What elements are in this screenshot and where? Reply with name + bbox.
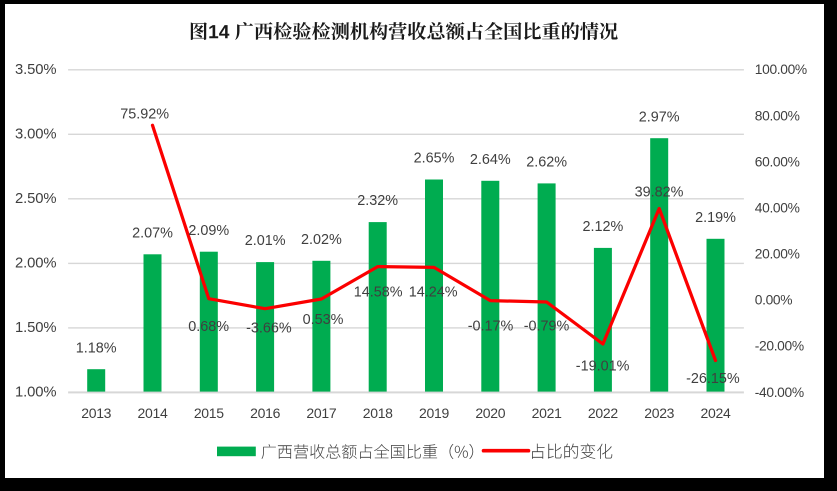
svg-text:1.00%: 1.00% [15, 385, 56, 401]
svg-text:75.92%: 75.92% [120, 106, 169, 122]
svg-text:2015: 2015 [194, 405, 224, 421]
svg-text:2.97%: 2.97% [639, 109, 680, 125]
svg-text:39.82%: 39.82% [635, 184, 684, 200]
svg-text:2019: 2019 [419, 405, 449, 421]
svg-text:-20.00%: -20.00% [755, 339, 804, 354]
svg-text:2014: 2014 [138, 405, 168, 421]
svg-text:14.24%: 14.24% [409, 284, 458, 300]
svg-text:3.00%: 3.00% [15, 127, 56, 143]
svg-text:1.50%: 1.50% [15, 320, 56, 336]
svg-text:2.65%: 2.65% [414, 151, 455, 167]
svg-text:20.00%: 20.00% [755, 247, 800, 262]
svg-text:1.18%: 1.18% [76, 340, 117, 356]
svg-text:2021: 2021 [532, 405, 562, 421]
svg-text:0.00%: 0.00% [755, 293, 792, 308]
svg-text:14.58%: 14.58% [354, 284, 403, 300]
svg-text:-3.66%: -3.66% [246, 321, 292, 337]
svg-text:2023: 2023 [644, 405, 674, 421]
svg-text:2.19%: 2.19% [695, 210, 736, 226]
svg-text:0.68%: 0.68% [188, 319, 229, 335]
svg-text:2018: 2018 [363, 405, 393, 421]
svg-text:2017: 2017 [306, 405, 336, 421]
svg-text:-40.00%: -40.00% [755, 385, 804, 400]
svg-text:3.50%: 3.50% [15, 62, 56, 78]
svg-text:-0.17%: -0.17% [468, 318, 514, 334]
svg-text:-26.15%: -26.15% [686, 371, 740, 387]
svg-text:2.00%: 2.00% [15, 256, 56, 272]
svg-text:-19.01%: -19.01% [576, 358, 630, 374]
svg-text:2.64%: 2.64% [470, 152, 511, 168]
svg-text:2020: 2020 [475, 405, 505, 421]
svg-text:100.00%: 100.00% [755, 62, 807, 77]
svg-text:0.53%: 0.53% [303, 312, 344, 328]
svg-text:2.32%: 2.32% [357, 193, 398, 209]
svg-text:2.07%: 2.07% [132, 225, 173, 241]
svg-text:2.02%: 2.02% [301, 232, 342, 248]
svg-text:2.62%: 2.62% [526, 155, 567, 171]
svg-text:2.12%: 2.12% [582, 219, 623, 235]
svg-text:60.00%: 60.00% [755, 154, 800, 169]
svg-text:2.50%: 2.50% [15, 191, 56, 207]
svg-text:2.01%: 2.01% [245, 233, 286, 249]
svg-text:2.09%: 2.09% [188, 223, 229, 239]
svg-text:2022: 2022 [588, 405, 618, 421]
svg-text:2016: 2016 [250, 405, 280, 421]
svg-text:2024: 2024 [701, 405, 731, 421]
svg-text:-0.79%: -0.79% [524, 318, 570, 334]
svg-text:40.00%: 40.00% [755, 201, 800, 216]
svg-text:2013: 2013 [81, 405, 111, 421]
svg-text:80.00%: 80.00% [755, 108, 800, 123]
